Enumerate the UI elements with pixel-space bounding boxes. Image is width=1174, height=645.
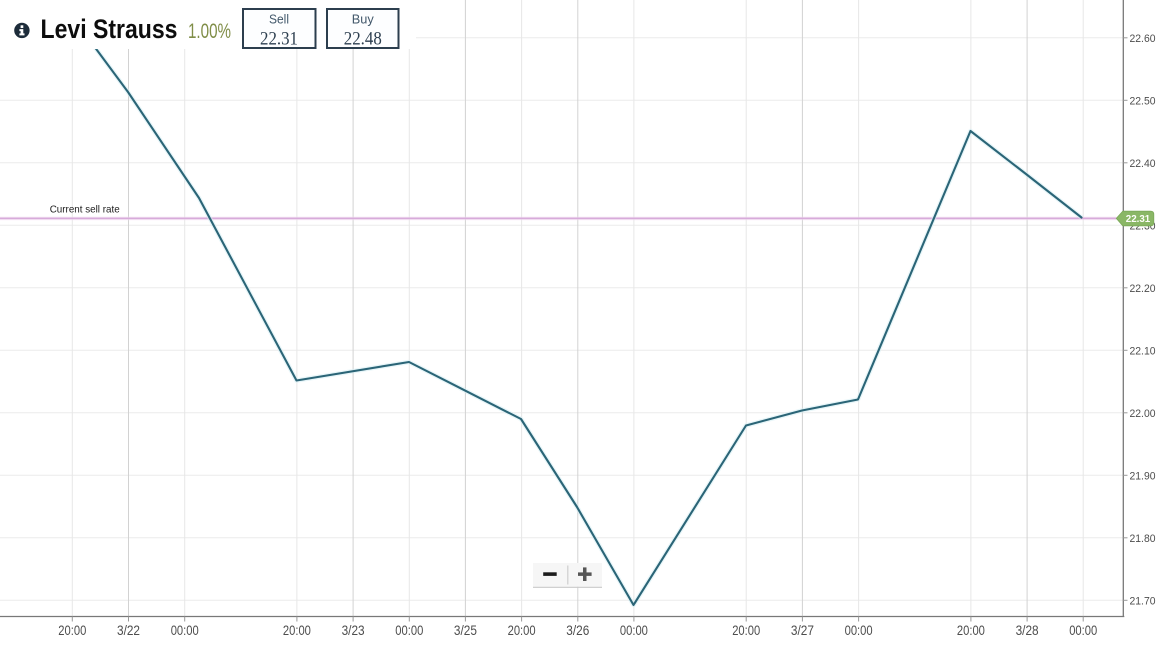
svg-text:3/23: 3/23 (342, 622, 365, 638)
svg-text:22.60: 22.60 (1130, 33, 1156, 45)
svg-text:22.48: 22.48 (344, 29, 382, 50)
svg-text:22.31: 22.31 (1126, 213, 1151, 225)
svg-text:00:00: 00:00 (1069, 622, 1097, 638)
svg-text:20:00: 20:00 (957, 622, 985, 638)
svg-text:00:00: 00:00 (845, 622, 873, 638)
svg-text:20:00: 20:00 (283, 622, 311, 638)
svg-text:Levi Strauss: Levi Strauss (41, 14, 178, 44)
svg-text:00:00: 00:00 (395, 622, 423, 638)
svg-text:22.10: 22.10 (1130, 345, 1156, 357)
svg-text:Buy: Buy (352, 12, 374, 27)
svg-text:Current sell rate: Current sell rate (50, 203, 120, 215)
svg-text:3/25: 3/25 (454, 622, 477, 638)
svg-text:20:00: 20:00 (58, 622, 86, 638)
svg-text:22.20: 22.20 (1130, 283, 1156, 295)
svg-text:3/26: 3/26 (566, 622, 589, 638)
svg-text:Sell: Sell (269, 12, 289, 27)
svg-text:3/27: 3/27 (791, 622, 814, 638)
svg-text:00:00: 00:00 (171, 622, 199, 638)
svg-text:22.00: 22.00 (1130, 408, 1156, 420)
svg-text:22.40: 22.40 (1130, 158, 1156, 170)
svg-text:00:00: 00:00 (620, 622, 648, 638)
svg-text:21.80: 21.80 (1130, 533, 1156, 545)
svg-text:21.90: 21.90 (1130, 470, 1156, 482)
svg-text:1.00%: 1.00% (188, 20, 231, 43)
svg-text:21.70: 21.70 (1130, 595, 1156, 607)
svg-text:22.50: 22.50 (1130, 95, 1156, 107)
svg-text:3/28: 3/28 (1016, 622, 1039, 638)
svg-text:20:00: 20:00 (508, 622, 536, 638)
svg-text:3/22: 3/22 (117, 622, 140, 638)
svg-text:20:00: 20:00 (732, 622, 760, 638)
svg-text:22.31: 22.31 (260, 29, 298, 50)
